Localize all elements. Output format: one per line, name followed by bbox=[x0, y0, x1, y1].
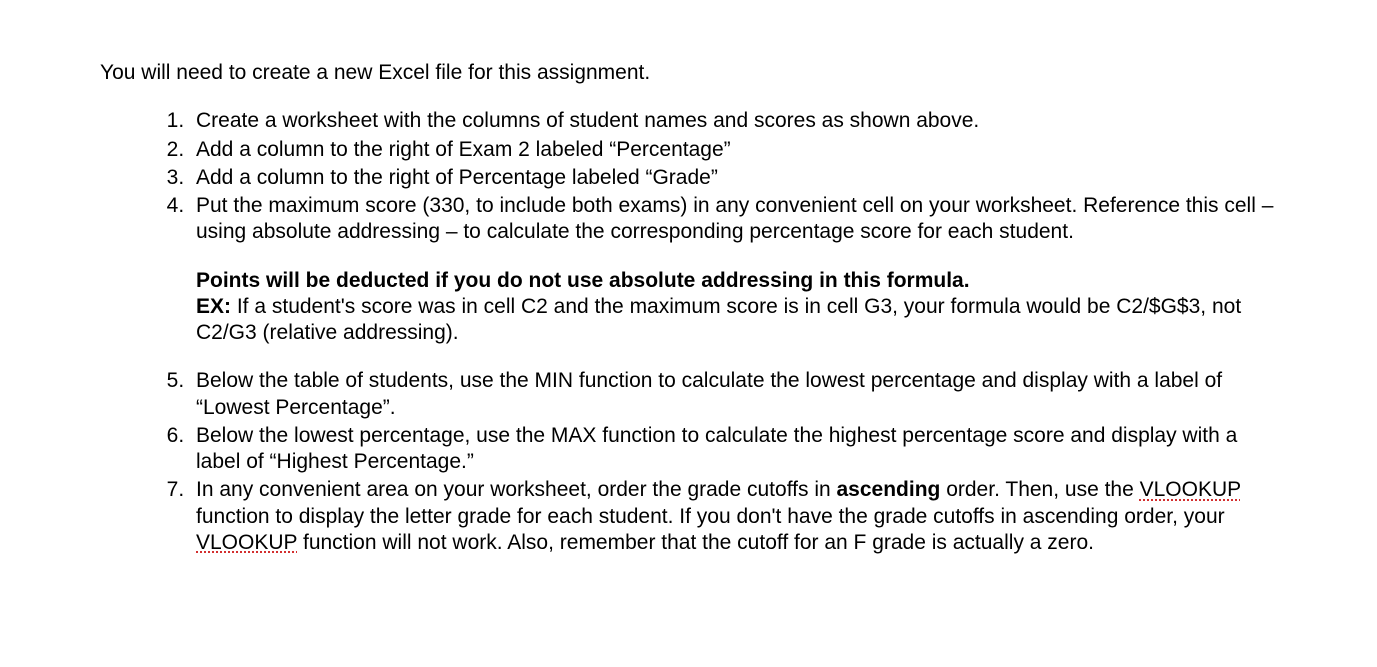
document-page: You will need to create a new Excel file… bbox=[0, 0, 1377, 598]
ascending-keyword: ascending bbox=[837, 478, 941, 501]
vlookup-keyword: VLOOKUP bbox=[1140, 478, 1241, 501]
instruction-4-note: Points will be deducted if you do not us… bbox=[196, 268, 1277, 347]
instruction-text-part: function to display the letter grade for… bbox=[196, 505, 1225, 528]
note-ex-body: If a student's score was in cell C2 and … bbox=[196, 295, 1241, 344]
instruction-item-1: Create a worksheet with the columns of s… bbox=[190, 108, 1277, 134]
vlookup-keyword: VLOOKUP bbox=[196, 531, 297, 554]
instruction-text: Create a worksheet with the columns of s… bbox=[196, 109, 979, 132]
instruction-item-3: Add a column to the right of Percentage … bbox=[190, 165, 1277, 191]
instruction-item-6: Below the lowest percentage, use the MAX… bbox=[190, 423, 1277, 476]
instruction-item-7: In any convenient area on your worksheet… bbox=[190, 477, 1277, 556]
note-warning-bold: Points will be deducted if you do not us… bbox=[196, 269, 970, 292]
instruction-text-part: function will not work. Also, remember t… bbox=[297, 531, 1094, 554]
instruction-text: Below the table of students, use the MIN… bbox=[196, 369, 1222, 418]
instruction-item-4: Put the maximum score (330, to include b… bbox=[190, 193, 1277, 346]
instruction-text-part: order. Then, use the bbox=[940, 478, 1139, 501]
instruction-text-part: In any convenient area on your worksheet… bbox=[196, 478, 837, 501]
instruction-text: Below the lowest percentage, use the MAX… bbox=[196, 424, 1237, 473]
intro-paragraph: You will need to create a new Excel file… bbox=[100, 60, 1277, 86]
instruction-text: Add a column to the right of Exam 2 labe… bbox=[196, 138, 731, 161]
note-ex-label: EX: bbox=[196, 295, 231, 318]
instructions-list: Create a worksheet with the columns of s… bbox=[100, 108, 1277, 556]
instruction-text: Add a column to the right of Percentage … bbox=[196, 166, 718, 189]
instruction-item-2: Add a column to the right of Exam 2 labe… bbox=[190, 137, 1277, 163]
instruction-item-5: Below the table of students, use the MIN… bbox=[190, 368, 1277, 421]
instruction-text: Put the maximum score (330, to include b… bbox=[196, 194, 1273, 243]
